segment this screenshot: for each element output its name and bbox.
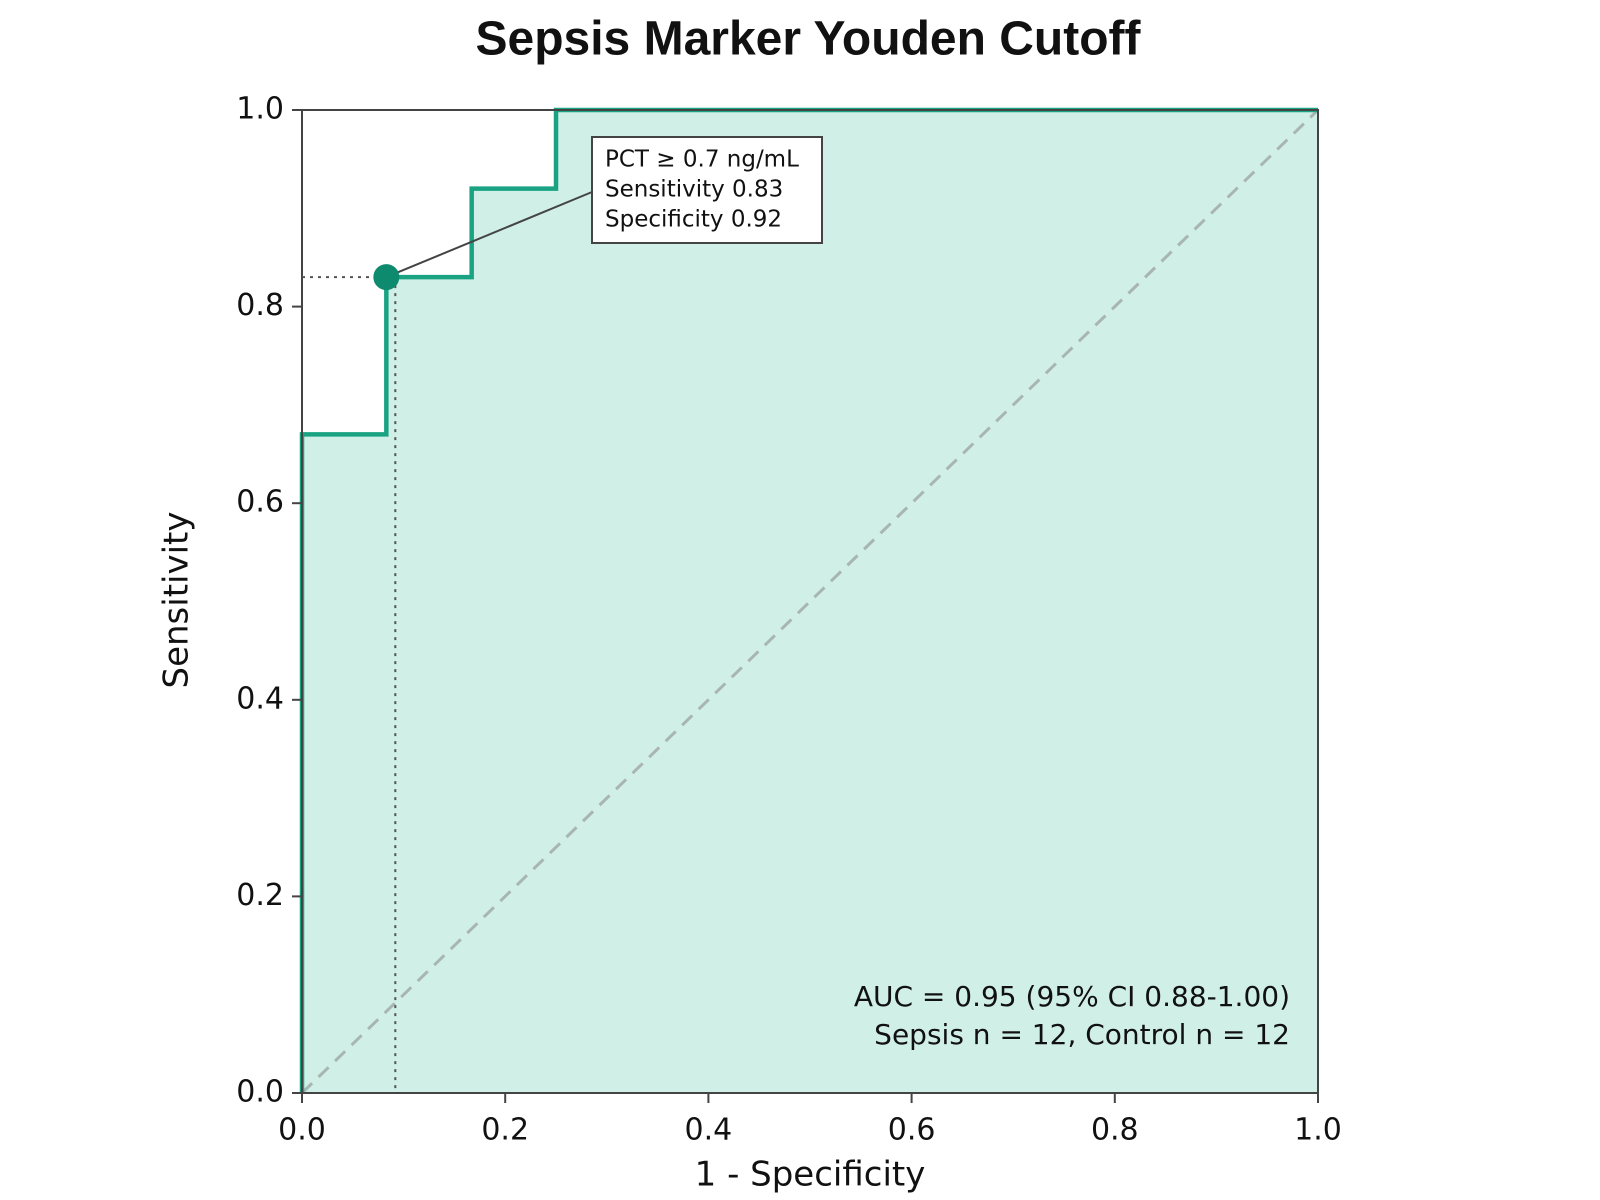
y-tick-label: 0.4 <box>236 681 284 716</box>
y-tick-label: 0.2 <box>236 878 284 913</box>
y-tick-label: 0.6 <box>236 485 284 520</box>
annotation-text: Sensitivity 0.83 <box>605 177 783 203</box>
reference-line <box>300 108 1320 1095</box>
x-axis-label: 1 - Specificity <box>695 1155 926 1195</box>
y-tick-label: 0.8 <box>236 288 284 323</box>
x-tick-label: 1.0 <box>1294 1113 1342 1148</box>
roc-line <box>299 107 1318 1093</box>
y-tick-label: 0.0 <box>236 1075 284 1110</box>
annotation-box <box>591 136 823 244</box>
note-text: AUC = 0.95 (95% CI 0.88-1.00) <box>854 980 1290 1013</box>
x-tick-label: 0.6 <box>888 1113 936 1148</box>
x-tick-label: 0.2 <box>481 1113 529 1148</box>
chart-title: Sepsis Marker Youden Cutoff <box>475 13 1141 66</box>
annotation-text: Specificity 0.92 <box>605 207 782 233</box>
annotation-connector <box>385 191 593 279</box>
x-tick-label: 0.8 <box>1091 1113 1139 1148</box>
plot-frame <box>301 109 1319 1094</box>
annotation-text: PCT ≥ 0.7 ng/mL <box>605 147 799 173</box>
x-tick-label: 0.0 <box>278 1113 326 1148</box>
note-text: Sepsis n = 12, Control n = 12 <box>874 1018 1290 1051</box>
x-tick-label: 0.4 <box>685 1113 733 1148</box>
y-tick-label: 1.0 <box>236 92 284 127</box>
highlight-point <box>373 264 400 291</box>
y-axis-label: Sensitivity <box>157 511 197 688</box>
